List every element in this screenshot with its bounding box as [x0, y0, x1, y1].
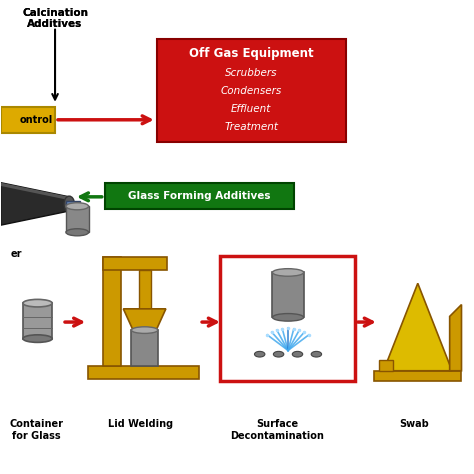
Text: Swab: Swab — [400, 419, 429, 429]
Polygon shape — [23, 303, 52, 338]
Polygon shape — [0, 182, 69, 200]
Ellipse shape — [273, 269, 304, 276]
Text: ontrol: ontrol — [19, 115, 53, 125]
Ellipse shape — [131, 327, 158, 333]
Ellipse shape — [64, 196, 74, 212]
Text: Calcination
Additives: Calcination Additives — [22, 8, 88, 29]
Text: Treatment: Treatment — [224, 122, 278, 132]
Ellipse shape — [273, 314, 304, 321]
Ellipse shape — [66, 203, 89, 210]
Text: Off Gas Equipment: Off Gas Equipment — [189, 47, 313, 60]
Polygon shape — [0, 182, 69, 225]
Polygon shape — [66, 201, 80, 205]
Ellipse shape — [311, 351, 321, 357]
Polygon shape — [374, 371, 462, 381]
Text: er: er — [10, 249, 22, 259]
Text: Glass Forming Additives: Glass Forming Additives — [128, 191, 271, 201]
Ellipse shape — [292, 351, 303, 357]
Ellipse shape — [273, 351, 284, 357]
Polygon shape — [123, 309, 166, 335]
Ellipse shape — [255, 351, 265, 357]
Text: Lid Welding: Lid Welding — [108, 419, 173, 429]
Polygon shape — [66, 206, 89, 232]
Polygon shape — [131, 330, 158, 365]
Text: Calcination
Additives: Calcination Additives — [22, 8, 88, 29]
Polygon shape — [383, 283, 452, 371]
Polygon shape — [273, 273, 304, 318]
Polygon shape — [379, 360, 393, 371]
Text: Container
for Glass: Container for Glass — [9, 419, 63, 440]
Ellipse shape — [66, 229, 89, 236]
Ellipse shape — [23, 300, 52, 307]
FancyBboxPatch shape — [0, 107, 55, 133]
Polygon shape — [450, 305, 462, 371]
Text: Condensers: Condensers — [220, 86, 282, 96]
Polygon shape — [103, 257, 167, 270]
Polygon shape — [103, 257, 121, 365]
Ellipse shape — [23, 335, 52, 342]
FancyBboxPatch shape — [105, 182, 294, 209]
Polygon shape — [88, 365, 199, 379]
Polygon shape — [139, 270, 151, 309]
FancyBboxPatch shape — [156, 38, 346, 143]
Text: Scrubbers: Scrubbers — [225, 68, 277, 78]
Text: Effluent: Effluent — [231, 104, 272, 114]
Text: Surface
Decontamination: Surface Decontamination — [230, 419, 324, 440]
